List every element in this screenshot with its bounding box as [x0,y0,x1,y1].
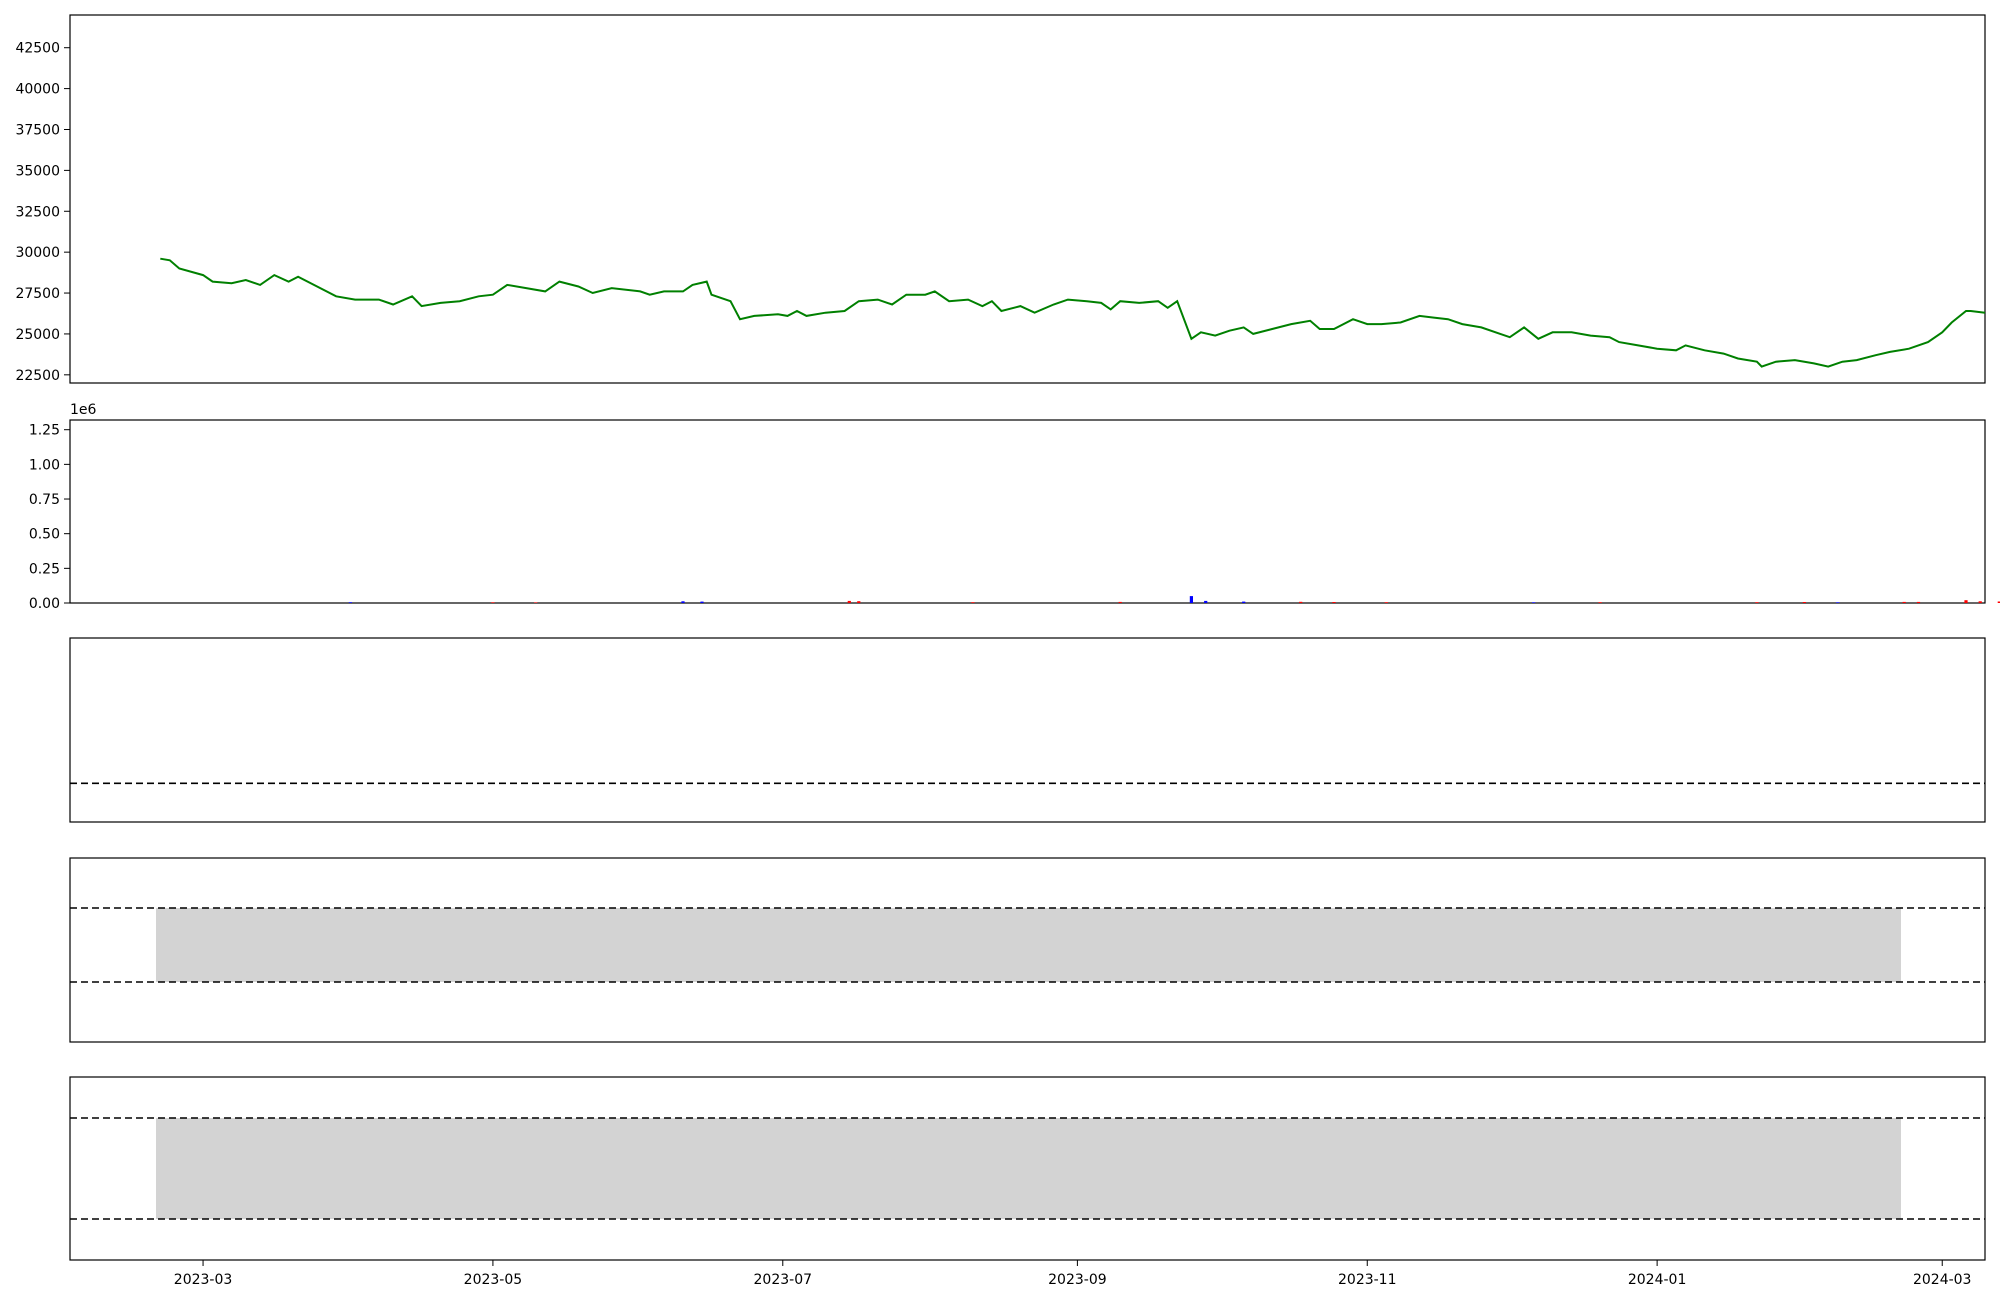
price-ytick-label: 40000 [15,82,60,98]
macd-panel-frame [69,637,1986,823]
price-ytick-label: 37500 [15,122,60,138]
volume-panel-frame [69,419,1986,604]
price-ytick-label: 22500 [15,368,60,384]
volume-ytick-label: 0.50 [29,527,60,543]
volume-bar [1902,601,1906,603]
volume-bar [971,602,975,603]
volume-bar [1916,601,1921,603]
volume-bar [1532,602,1536,603]
volume-bar [857,601,861,603]
volume-ytick-label: 1.25 [29,423,60,439]
volume-bar [1204,600,1208,603]
volume-bar [1997,601,2000,603]
volume-bar [1189,596,1193,603]
cci-panel-frame [69,857,1986,1043]
price-ytick-label: 27500 [15,286,60,302]
price-ytick-label: 32500 [15,204,60,220]
x-tick-label: 2023-11 [1338,1272,1397,1288]
x-tick-label: 2023-03 [174,1272,233,1288]
x-tick-label: 2023-07 [754,1272,813,1288]
volume-bar [1978,601,1982,603]
price-line [160,257,1986,368]
volume-bar [700,601,704,603]
volume-ytick-label: 0.00 [29,596,60,612]
volume-bar [1242,601,1246,603]
volume-bar [1836,602,1840,603]
volume-bar [348,602,352,603]
price-ytick-label: 42500 [15,41,60,57]
volume-ytick-label: 0.75 [29,492,60,508]
volume-bar [534,602,538,603]
volume-bar [1755,602,1759,603]
volume-bar [491,602,495,603]
volume-bar [1118,601,1122,603]
volume-bar [1384,602,1388,603]
cci-band [156,908,1901,982]
price-panel-frame [69,14,1986,384]
price-ytick-label: 25000 [15,327,60,343]
stochrsi-panel-frame [69,1076,1986,1261]
x-tick-label: 2024-03 [1913,1272,1972,1288]
volume-offset-label: 1e6 [70,402,97,418]
price-ytick-label: 30000 [15,245,60,261]
volume-bar [1964,600,1968,603]
volume-ytick-label: 0.25 [29,561,60,577]
x-tick-label: 2023-09 [1048,1272,1107,1288]
volume-bar [1332,602,1336,603]
x-tick-label: 2023-05 [464,1272,523,1288]
volume-bar [847,600,851,603]
price-ytick-label: 35000 [15,163,60,179]
volume-bar [681,601,685,603]
volume-bar [1598,602,1602,603]
volume-bar [1802,602,1806,603]
volume-bar [1299,601,1303,603]
x-tick-label: 2024-01 [1628,1272,1687,1288]
stochrsi-band [156,1118,1901,1219]
volume-ytick-label: 1.00 [29,457,60,473]
